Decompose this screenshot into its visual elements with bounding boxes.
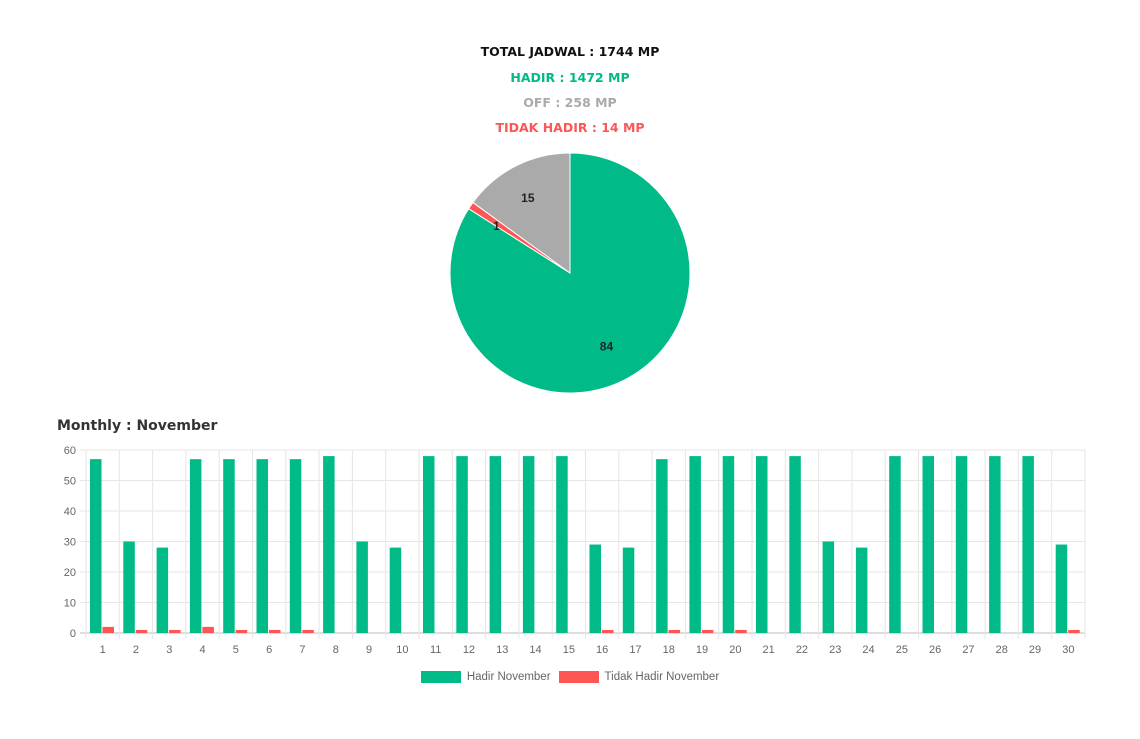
bar-tidak-hadir[interactable] [202, 626, 214, 633]
bar-hadir[interactable] [556, 456, 568, 633]
x-tick-label: 5 [233, 644, 239, 656]
pie-slice[interactable] [472, 152, 571, 274]
x-tick-label: 16 [596, 644, 608, 656]
x-tick-label: 4 [199, 644, 205, 656]
bar-tidak-hadir[interactable] [701, 629, 714, 633]
y-tick-label: 60 [64, 445, 76, 457]
x-tick-label: 28 [996, 644, 1008, 656]
bar-hadir[interactable] [889, 456, 901, 633]
y-tick-label: 10 [64, 598, 76, 610]
pie-slice-label: 1 [493, 219, 500, 233]
bar-hadir[interactable] [722, 456, 735, 633]
bar-tidak-hadir[interactable] [235, 629, 248, 633]
bar-hadir[interactable] [289, 459, 302, 633]
bar-hadir[interactable] [389, 547, 402, 633]
bar-hadir[interactable] [489, 456, 502, 633]
x-tick-label: 2 [133, 644, 139, 656]
x-tick-label: 3 [166, 644, 172, 656]
y-tick-label: 0 [70, 628, 76, 640]
x-tick-label: 25 [896, 644, 908, 656]
bar-tidak-hadir[interactable] [135, 629, 148, 633]
off-label: OFF : 258 MP [523, 95, 617, 110]
bar-hadir[interactable] [90, 459, 102, 633]
legend-label-hadir: Hadir November [466, 671, 551, 683]
x-tick-label: 19 [696, 644, 708, 656]
x-tick-label: 23 [829, 644, 841, 656]
bar-hadir[interactable] [256, 459, 269, 633]
x-tick-label: 27 [962, 644, 974, 656]
x-tick-label: 6 [266, 644, 272, 656]
x-tick-label: 13 [496, 644, 508, 656]
legend-swatch-hadir [420, 671, 461, 683]
bar-hadir[interactable] [622, 547, 635, 633]
bar-hadir[interactable] [223, 459, 235, 633]
bar-hadir[interactable] [189, 459, 202, 633]
x-tick-label: 15 [563, 644, 575, 656]
bar-hadir[interactable] [589, 544, 602, 633]
pie-slice-label: 15 [521, 191, 535, 205]
bar-hadir[interactable] [822, 541, 835, 634]
x-tick-label: 26 [929, 644, 941, 656]
bar-hadir[interactable] [456, 456, 468, 633]
attendance-pie-chart: 84 1 15 [449, 152, 691, 394]
chart-legend: Hadir November Tidak Hadir November [0, 671, 1140, 683]
legend-swatch-tidak-hadir [558, 671, 599, 683]
y-tick-label: 30 [64, 537, 76, 549]
bar-tidak-hadir[interactable] [169, 629, 181, 633]
x-tick-label: 9 [366, 644, 372, 656]
bar-tidak-hadir[interactable] [302, 629, 314, 633]
bar-tidak-hadir[interactable] [102, 626, 115, 633]
legend-item-tidak-hadir[interactable]: Tidak Hadir November [558, 671, 720, 683]
hadir-label: HADIR : 1472 MP [510, 70, 630, 85]
bar-hadir[interactable] [1022, 456, 1034, 633]
bar-hadir[interactable] [656, 459, 668, 633]
x-tick-label: 21 [763, 644, 775, 656]
bar-hadir[interactable] [756, 456, 768, 633]
x-tick-label: 12 [463, 644, 475, 656]
bar-hadir[interactable] [522, 456, 535, 633]
bar-hadir[interactable] [989, 456, 1001, 633]
x-tick-label: 1 [100, 644, 106, 656]
bar-hadir[interactable] [955, 456, 968, 633]
bar-hadir[interactable] [423, 456, 435, 633]
bar-tidak-hadir[interactable] [602, 629, 614, 633]
bar-hadir[interactable] [123, 541, 135, 634]
x-tick-label: 22 [796, 644, 808, 656]
bar-hadir[interactable] [855, 547, 868, 633]
total-jadwal-label: TOTAL JADWAL : 1744 MP [480, 44, 660, 59]
bar-hadir[interactable] [922, 456, 935, 633]
x-tick-label: 24 [862, 644, 874, 656]
bar-tidak-hadir[interactable] [735, 629, 747, 633]
x-tick-label: 30 [1062, 644, 1074, 656]
pie-slice-label: 84 [600, 340, 614, 354]
bar-hadir[interactable] [1055, 544, 1068, 633]
x-tick-label: 20 [729, 644, 741, 656]
bar-hadir[interactable] [689, 456, 701, 633]
bar-hadir[interactable] [323, 456, 335, 633]
y-tick-label: 20 [64, 567, 76, 579]
x-tick-label: 8 [333, 644, 339, 656]
bar-hadir[interactable] [789, 456, 801, 633]
bar-hadir[interactable] [156, 547, 169, 633]
x-tick-label: 14 [529, 644, 541, 656]
x-tick-label: 11 [430, 644, 441, 656]
bar-tidak-hadir[interactable] [668, 629, 681, 633]
x-tick-label: 18 [663, 644, 675, 656]
x-tick-label: 10 [396, 644, 408, 656]
legend-item-hadir[interactable]: Hadir November [420, 671, 551, 683]
bar-tidak-hadir[interactable] [269, 629, 281, 633]
bar-tidak-hadir[interactable] [1068, 629, 1080, 633]
y-tick-label: 40 [64, 506, 76, 518]
legend-label-tidak-hadir: Tidak Hadir November [604, 671, 720, 683]
x-tick-label: 17 [629, 644, 641, 656]
y-tick-label: 50 [64, 476, 76, 488]
bar-hadir[interactable] [356, 541, 368, 634]
monthly-title: Monthly : November [57, 418, 218, 434]
x-tick-label: 7 [299, 644, 305, 656]
tidak-hadir-label: TIDAK HADIR : 14 MP [495, 120, 645, 135]
x-tick-label: 29 [1029, 644, 1041, 656]
